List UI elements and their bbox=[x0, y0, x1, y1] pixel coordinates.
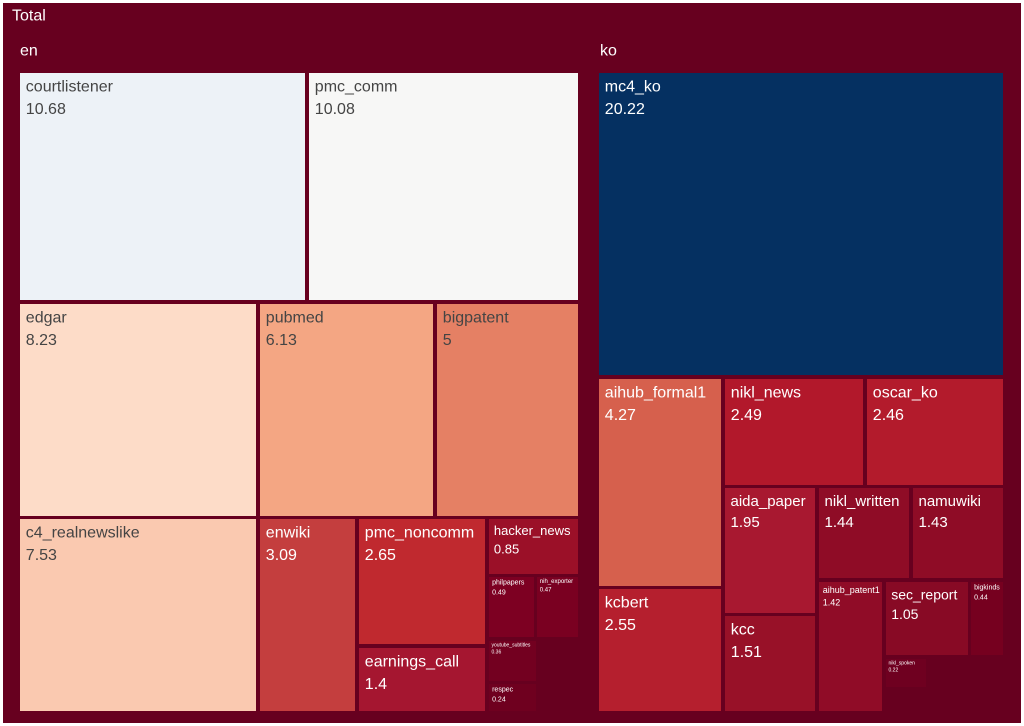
tile-label: hacker_news bbox=[494, 523, 571, 538]
tile-label: respec bbox=[492, 687, 514, 694]
tile bbox=[599, 73, 1003, 375]
group-label: en bbox=[20, 42, 38, 59]
tile bbox=[20, 304, 256, 516]
tile-value: 0.44 bbox=[974, 594, 988, 601]
tile-value: 20.22 bbox=[605, 101, 645, 118]
tile-label: bigpatent bbox=[443, 309, 509, 326]
tile bbox=[260, 304, 433, 516]
tile-label: aihub_formal1 bbox=[605, 384, 707, 401]
tile-value: 1.43 bbox=[919, 514, 948, 531]
tile bbox=[599, 379, 721, 586]
tile-value: 2.49 bbox=[731, 407, 762, 424]
tile-value: 0.24 bbox=[492, 696, 506, 703]
tile-label: aida_paper bbox=[731, 493, 806, 510]
tile-label: philpapers bbox=[492, 580, 525, 587]
tile bbox=[971, 582, 1003, 655]
tile bbox=[599, 589, 721, 711]
tile-value: 1.05 bbox=[891, 606, 918, 622]
tile-value: 0.22 bbox=[889, 668, 899, 674]
tile bbox=[725, 616, 815, 711]
tile-label: kcc bbox=[731, 621, 755, 638]
tile bbox=[20, 73, 305, 300]
tile-label: nih_exporter bbox=[540, 579, 573, 585]
tile-value: 10.68 bbox=[26, 101, 66, 118]
tile bbox=[489, 577, 534, 637]
tile-label: nikl_news bbox=[731, 384, 801, 401]
tile bbox=[20, 519, 256, 711]
tile-label: c4_realnewslike bbox=[26, 524, 140, 541]
tile-value: 1.95 bbox=[731, 514, 760, 531]
tile bbox=[886, 582, 968, 655]
tile bbox=[819, 488, 909, 578]
tile bbox=[819, 582, 882, 711]
tile-value: 1.51 bbox=[731, 644, 762, 661]
tile-label: oscar_ko bbox=[873, 384, 938, 401]
tile-label: nikl_spoken bbox=[889, 661, 916, 667]
tile-value: 0.36 bbox=[492, 650, 502, 656]
tile-label: namuwiki bbox=[919, 493, 982, 510]
tile-label: mc4_ko bbox=[605, 78, 661, 95]
tile-label: pmc_comm bbox=[315, 78, 398, 95]
tile-value: 7.53 bbox=[26, 547, 57, 564]
tile-value: 2.55 bbox=[605, 617, 636, 634]
tile-value: 8.23 bbox=[26, 332, 57, 349]
tile-label: pmc_noncomm bbox=[365, 524, 474, 541]
root-label: Total bbox=[12, 7, 46, 24]
tile-value: 0.49 bbox=[492, 589, 506, 596]
tile-label: nikl_written bbox=[825, 493, 900, 510]
tile-value: 5 bbox=[443, 332, 452, 349]
tile bbox=[489, 519, 578, 574]
tile-label: pubmed bbox=[266, 309, 324, 326]
tile-value: 1.42 bbox=[823, 598, 841, 608]
tile-value: 3.09 bbox=[266, 547, 297, 564]
tile bbox=[725, 488, 815, 613]
tile bbox=[489, 641, 536, 681]
tile-value: 0.47 bbox=[540, 588, 552, 594]
tile bbox=[537, 577, 578, 637]
tile-value: 2.65 bbox=[365, 547, 396, 564]
tile-label: bigkinds bbox=[974, 585, 1000, 592]
tile-value: 2.46 bbox=[873, 407, 904, 424]
tile-value: 4.27 bbox=[605, 407, 636, 424]
tile-label: aihub_patent1 bbox=[823, 585, 880, 595]
tile bbox=[359, 648, 485, 711]
tile-value: 0.85 bbox=[494, 541, 519, 556]
tile-label: youtube_subtitles bbox=[492, 643, 531, 649]
tile bbox=[725, 379, 863, 485]
tile bbox=[886, 659, 926, 687]
tile-value: 1.4 bbox=[365, 676, 387, 693]
tile bbox=[913, 488, 1003, 578]
tile-label: kcbert bbox=[605, 594, 649, 611]
tile-label: sec_report bbox=[891, 586, 957, 602]
tile bbox=[437, 304, 578, 516]
tile-label: courtlistener bbox=[26, 78, 114, 95]
tile bbox=[867, 379, 1003, 485]
tile bbox=[309, 73, 578, 300]
tile-label: earnings_call bbox=[365, 653, 459, 670]
tile bbox=[260, 519, 355, 711]
tile-value: 6.13 bbox=[266, 332, 297, 349]
tile-value: 1.44 bbox=[825, 514, 854, 531]
tile-label: enwiki bbox=[266, 524, 310, 541]
tile bbox=[359, 519, 485, 644]
tile-label: edgar bbox=[26, 309, 68, 326]
tile-value: 10.08 bbox=[315, 101, 355, 118]
tile bbox=[489, 684, 536, 711]
group-label: ko bbox=[600, 42, 617, 59]
